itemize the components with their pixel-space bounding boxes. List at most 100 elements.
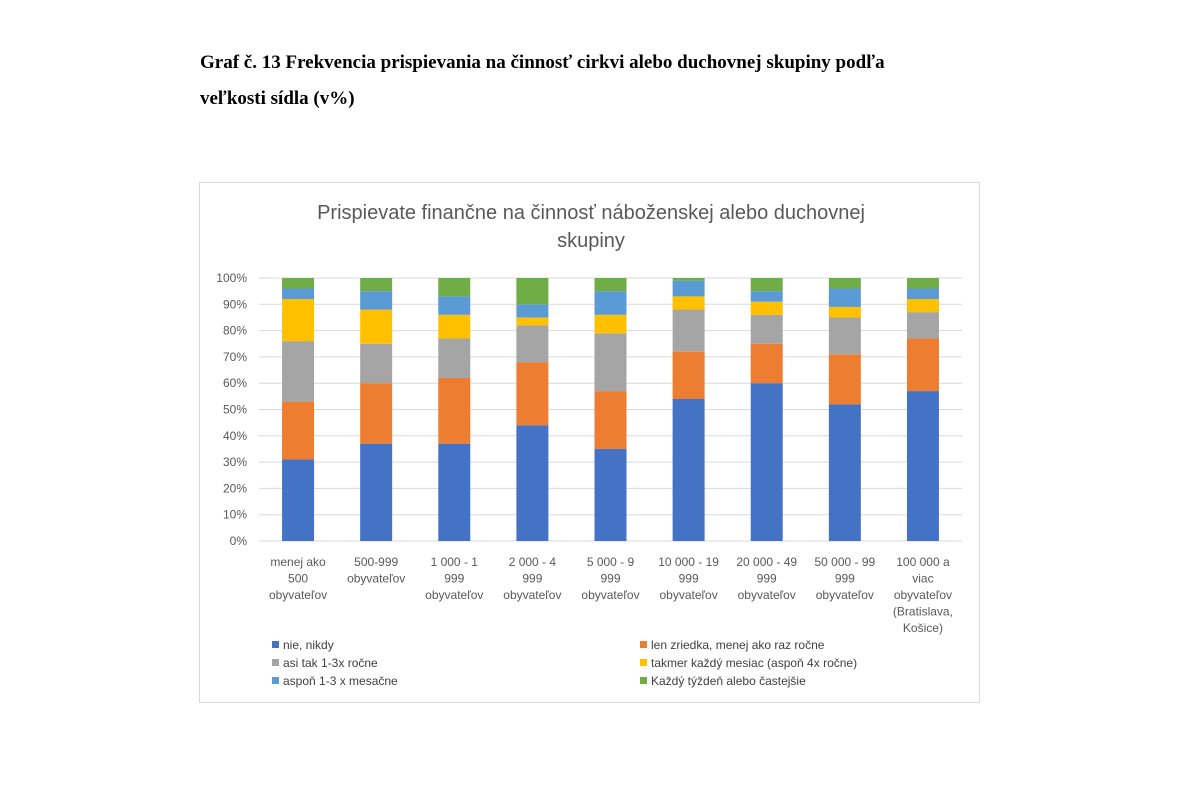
bar-segment: [828, 288, 861, 307]
bar-segment: [828, 404, 861, 541]
x-category-label: 999: [600, 572, 620, 586]
bar-segment: [360, 278, 393, 292]
bar-segment: [282, 299, 315, 342]
bar-segment: [906, 278, 939, 289]
bar-segment: [828, 354, 861, 405]
bar-segment: [360, 443, 393, 541]
bar-segment: [594, 448, 627, 541]
figure-heading-line-2: veľkosti sídla (v%): [200, 88, 355, 109]
bar-segment: [594, 391, 627, 449]
figure-heading: Graf č. 13 Frekvencia prispievania na či…: [200, 45, 1020, 117]
x-category-label: 500-999: [354, 555, 398, 569]
bar-segment: [438, 377, 471, 444]
bar-segment: [360, 383, 393, 444]
bar-segment: [438, 338, 471, 378]
bar-segment: [750, 301, 783, 315]
legend-swatch: [272, 677, 279, 684]
x-category-label: menej ako: [270, 555, 326, 569]
bar-segment: [360, 343, 393, 384]
bar-segment: [516, 362, 549, 426]
x-category-label: obyvateľov: [347, 572, 405, 586]
legend-label: len zriedka, menej ako raz ročne: [651, 638, 825, 652]
bar-segment: [672, 398, 705, 541]
bar-segment: [672, 296, 705, 310]
bar-segment: [282, 341, 315, 402]
bar-segment: [438, 314, 471, 339]
bar-segment: [438, 296, 471, 315]
legend-swatch: [640, 659, 647, 666]
x-category-label: obyvateľov: [894, 588, 952, 602]
bar-segment: [750, 278, 783, 292]
bar-segment: [516, 304, 549, 318]
bar-segment: [828, 278, 861, 289]
bar-segment: [750, 383, 783, 541]
bar-segment: [282, 401, 315, 460]
bar-segment: [906, 338, 939, 392]
bar-segment: [828, 317, 861, 355]
bar-segment: [906, 299, 939, 313]
x-category-label: Košice): [903, 621, 943, 635]
y-tick-label: 60%: [223, 376, 247, 390]
legend-label: takmer každý mesiac (aspoň 4x ročne): [651, 656, 857, 670]
y-tick-label: 20%: [223, 481, 247, 495]
x-category-label: 1 000 - 1: [431, 555, 479, 569]
bar-segment: [750, 291, 783, 302]
figure-heading-line-1: Graf č. 13 Frekvencia prispievania na či…: [200, 52, 885, 73]
bar-segment: [516, 325, 549, 363]
y-tick-label: 100%: [216, 271, 247, 285]
x-category-label: 50 000 - 99: [814, 555, 875, 569]
stacked-bar-chart: Prispievate finančne na činnosť nábožens…: [216, 202, 962, 688]
y-tick-label: 80%: [223, 324, 247, 338]
legend-label: nie, nikdy: [283, 638, 334, 652]
x-category-label: 999: [679, 572, 699, 586]
y-tick-label: 30%: [223, 455, 247, 469]
x-category-label: 20 000 - 49: [736, 555, 797, 569]
x-category-label: obyvateľov: [660, 588, 718, 602]
bar-segment: [750, 314, 783, 344]
chart-title-line-2: skupiny: [557, 230, 625, 252]
chart-container: Prispievate finančne na činnosť nábožens…: [199, 182, 980, 703]
x-category-label: 10 000 - 19: [658, 555, 719, 569]
x-category-label: obyvateľov: [425, 588, 483, 602]
legend-swatch: [272, 659, 279, 666]
bar-segment: [672, 280, 705, 297]
bar-segment: [594, 333, 627, 392]
bar-segment: [906, 288, 939, 300]
bar-segment: [438, 278, 471, 297]
bar-segment: [360, 309, 393, 344]
y-tick-label: 70%: [223, 350, 247, 364]
bar-segment: [516, 317, 549, 326]
x-category-label: obyvateľov: [738, 588, 796, 602]
bar-segment: [906, 312, 939, 339]
bar-segment: [672, 309, 705, 352]
x-category-label: (Bratislava,: [893, 605, 953, 619]
bar-segment: [594, 278, 627, 292]
y-tick-label: 90%: [223, 297, 247, 311]
y-tick-label: 50%: [223, 403, 247, 417]
x-category-label: obyvateľov: [816, 588, 874, 602]
x-category-label: viac: [912, 572, 933, 586]
x-category-label: 999: [444, 572, 464, 586]
legend-label: Každý týždeň alebo častejšie: [651, 674, 806, 688]
legend-label: aspoň 1-3 x mesačne: [283, 674, 398, 688]
legend-swatch: [640, 641, 647, 648]
y-tick-label: 10%: [223, 508, 247, 522]
bar-segment: [516, 425, 549, 541]
x-category-label: 2 000 - 4: [509, 555, 557, 569]
bar-segment: [750, 343, 783, 384]
bar-segment: [360, 291, 393, 310]
y-tick-label: 0%: [230, 534, 248, 548]
bar-segment: [594, 291, 627, 315]
x-category-label: 999: [835, 572, 855, 586]
bar-segment: [906, 391, 939, 541]
bar-segment: [438, 443, 471, 541]
y-tick-label: 40%: [223, 429, 247, 443]
x-category-label: obyvateľov: [269, 588, 327, 602]
bar-segment: [282, 288, 315, 300]
legend-swatch: [272, 641, 279, 648]
x-category-label: obyvateľov: [503, 588, 561, 602]
bar-segment: [516, 278, 549, 305]
bar-segment: [594, 314, 627, 334]
legend-swatch: [640, 677, 647, 684]
x-category-label: 500: [288, 572, 308, 586]
